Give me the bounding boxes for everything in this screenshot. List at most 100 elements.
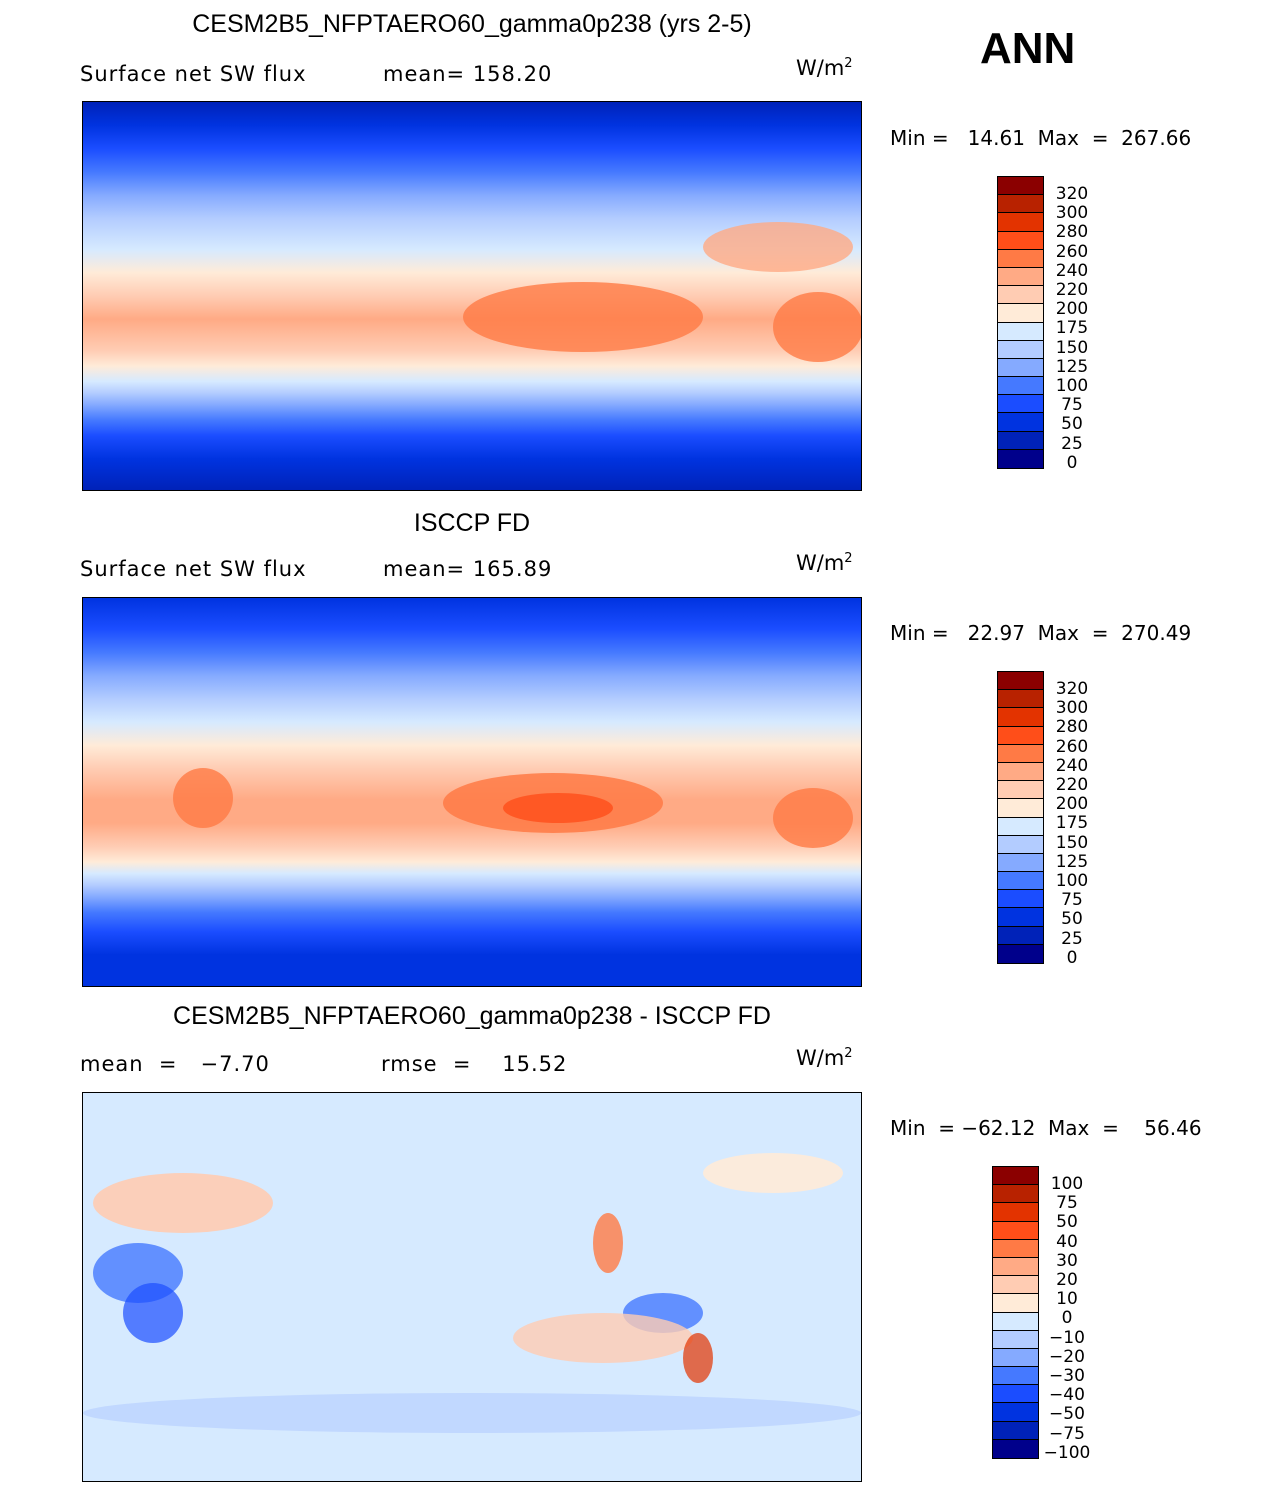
contour-region (683, 1333, 713, 1383)
colorbar-swatch (998, 358, 1043, 378)
panel1-title: CESM2B5_NFPTAERO60_gamma0p238 (yrs 2-5) (192, 10, 752, 38)
colorbar-tick-label: 220 (1055, 775, 1089, 795)
colorbar-swatch (993, 1403, 1038, 1422)
colorbar-tick-label: 280 (1055, 222, 1089, 243)
colorbar-swatch (998, 690, 1043, 709)
colorbar-swatch (998, 195, 1043, 214)
colorbar-swatch (998, 377, 1043, 396)
panel1-units: W/m2 (796, 56, 853, 80)
colorbar-swatch (998, 926, 1043, 945)
colorbar-tick-label: 175 (1055, 813, 1089, 834)
colorbar-swatch (993, 1348, 1038, 1368)
colorbar-swatch (993, 1203, 1038, 1222)
colorbar-tick-label: 260 (1055, 241, 1089, 262)
colorbar-swatch (998, 213, 1043, 232)
colorbar-tick-label: 25 (1061, 928, 1083, 949)
colorbar-tick-label: 280 (1055, 717, 1089, 738)
contour-region (123, 1283, 183, 1343)
panel2-map (82, 597, 862, 987)
contour-region (503, 793, 613, 823)
colorbar-tick-label: −50 (1049, 1404, 1085, 1425)
panel2-variable: Surface net SW flux (80, 557, 307, 581)
colorbar-swatch (993, 1167, 1038, 1186)
panel1-mean: mean= 158.20 (383, 62, 553, 86)
colorbar-swatch (993, 1239, 1038, 1258)
colorbar-swatch (993, 1276, 1038, 1295)
colorbar-swatch (998, 322, 1043, 341)
colorbar-swatch (993, 1185, 1038, 1204)
colorbar-swatch (998, 304, 1043, 323)
panel1-min-max: Min = 14.61 Max = 267.66 (890, 126, 1192, 150)
colorbar-swatch (993, 1330, 1038, 1349)
colorbar-swatch (998, 744, 1043, 763)
colorbar-tick-label: −40 (1049, 1385, 1085, 1406)
panel1-colorbar (997, 176, 1044, 469)
colorbar-tick-label: −30 (1049, 1366, 1085, 1386)
panel3-colorbar (992, 1166, 1039, 1459)
contour-region (703, 222, 853, 272)
colorbar-swatch (993, 1312, 1038, 1331)
panel3-title: CESM2B5_NFPTAERO60_gamma0p238 - ISCCP FD (173, 1002, 771, 1030)
colorbar-tick-label: 50 (1061, 414, 1083, 435)
panel2-colorbar (997, 671, 1044, 964)
colorbar-tick-label: 240 (1055, 755, 1089, 776)
colorbar-swatch (998, 762, 1043, 782)
colorbar-tick-label: 150 (1055, 832, 1089, 853)
colorbar-tick-label: −10 (1049, 1327, 1085, 1348)
colorbar-swatch (998, 249, 1043, 268)
colorbar-swatch (993, 1421, 1038, 1440)
colorbar-swatch (993, 1367, 1038, 1386)
colorbar-swatch (998, 726, 1043, 745)
panel3-units: W/m2 (796, 1046, 853, 1070)
colorbar-tick-label: 50 (1056, 1212, 1078, 1233)
contour-region (93, 1173, 273, 1233)
colorbar-tick-label: 150 (1055, 337, 1089, 358)
panel2-units: W/m2 (796, 551, 853, 575)
colorbar-swatch (998, 286, 1043, 305)
colorbar-tick-label: 240 (1055, 260, 1089, 281)
colorbar-tick-label: 0 (1066, 947, 1078, 968)
colorbar-swatch (993, 1294, 1038, 1313)
colorbar-tick-label: 125 (1055, 851, 1089, 872)
colorbar-tick-label: −100 (1043, 1442, 1091, 1463)
colorbar-tick-label: 30 (1056, 1250, 1078, 1271)
season-label: ANN (980, 24, 1076, 73)
colorbar-tick-label: 200 (1055, 299, 1089, 320)
colorbar-swatch (998, 944, 1043, 963)
colorbar-swatch (998, 853, 1043, 873)
panel2-title: ISCCP FD (413, 509, 531, 537)
colorbar-swatch (998, 231, 1043, 250)
panel2-mean: mean= 165.89 (383, 557, 553, 581)
colorbar-swatch (993, 1257, 1038, 1277)
panel3-mean: mean = −7.70 (80, 1052, 270, 1076)
colorbar-swatch (998, 672, 1043, 691)
colorbar-swatch (993, 1385, 1038, 1404)
colorbar-tick-label: 0 (1061, 1308, 1073, 1329)
colorbar-tick-label: 100 (1055, 376, 1089, 396)
panel3-map (82, 1092, 862, 1482)
colorbar-tick-label: 175 (1055, 318, 1089, 339)
units-exp: 2 (844, 1046, 853, 1061)
colorbar-tick-label: 50 (1061, 909, 1083, 930)
colorbar-swatch (998, 267, 1043, 287)
units-exp: 2 (844, 551, 853, 566)
units-text: W/m (796, 56, 845, 80)
colorbar-swatch (998, 177, 1043, 196)
contour-region (593, 1213, 623, 1273)
contour-region (703, 1153, 843, 1193)
units-exp: 2 (844, 56, 853, 71)
colorbar-swatch (993, 1221, 1038, 1240)
colorbar-swatch (998, 872, 1043, 891)
colorbar-swatch (998, 413, 1043, 432)
colorbar-tick-label: 25 (1061, 433, 1083, 454)
contour-region (773, 292, 861, 362)
colorbar-tick-label: 40 (1056, 1231, 1078, 1252)
contour-region (83, 1393, 861, 1433)
units-text: W/m (796, 551, 845, 575)
colorbar-swatch (998, 835, 1043, 854)
panel1-map (82, 101, 862, 491)
colorbar-swatch (998, 890, 1043, 909)
contour-region (463, 282, 703, 352)
units-text: W/m (796, 1046, 845, 1070)
contour-region (513, 1313, 693, 1363)
